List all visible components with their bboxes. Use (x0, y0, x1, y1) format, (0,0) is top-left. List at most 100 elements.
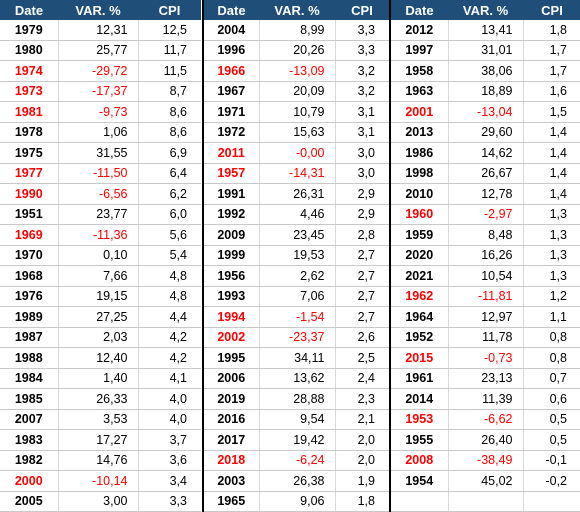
cell-cpi: 1,6 (522, 81, 580, 102)
cell-var: 10,54 (447, 265, 523, 287)
cell-date: 1990 (0, 183, 58, 205)
cell-date: 1957 (203, 163, 259, 184)
header-row: Date VAR. % CPI (203, 0, 389, 20)
cell-var: 12,97 (447, 306, 523, 328)
table-row: 1975 31,55 6,9 (0, 142, 201, 164)
table-row: 1996 20,26 3,3 (203, 40, 389, 61)
cell-var: -11,36 (57, 224, 138, 246)
table-row: 2018 -6,24 2,0 (203, 450, 389, 471)
cell-cpi: 2,9 (334, 204, 389, 225)
cell-var: 0,10 (57, 245, 138, 266)
cell-date: 2008 (390, 450, 448, 471)
cell-cpi: 3,1 (334, 122, 389, 143)
table-row: 1956 2,62 2,7 (203, 265, 389, 287)
cell-date: 2017 (203, 429, 259, 451)
cell-cpi: 2,0 (334, 429, 389, 451)
cell-var: 12,31 (57, 20, 138, 41)
cell-date: 1979 (0, 20, 58, 41)
cell-cpi: 2,3 (334, 388, 389, 410)
cell-cpi: 3,0 (334, 142, 389, 164)
table-row: 2003 26,38 1,9 (203, 470, 389, 492)
cell-cpi: 1,3 (522, 224, 580, 246)
header-date: Date (203, 0, 259, 20)
table-row: 1979 12,31 12,5 (0, 20, 201, 41)
cell-cpi: 2,7 (334, 265, 389, 287)
cell-var: -38,49 (447, 450, 523, 471)
cell-var: 3,00 (57, 491, 138, 512)
cell-date: 2018 (203, 450, 259, 471)
cell-date: 1953 (390, 409, 448, 430)
cell-date: 1977 (0, 163, 58, 184)
cell-var (447, 491, 523, 512)
cell-cpi: 0,5 (522, 409, 580, 430)
cell-date: 2021 (390, 265, 448, 287)
cell-var: -11,50 (57, 163, 138, 184)
cell-cpi: 1,8 (334, 491, 389, 512)
cell-var: -6,24 (258, 450, 335, 471)
cell-var: 7,06 (258, 286, 335, 307)
cell-var: 13,62 (258, 368, 335, 389)
cell-date: 1965 (203, 491, 259, 512)
cell-var: 34,11 (258, 347, 335, 369)
cell-cpi: 2,7 (334, 286, 389, 307)
cell-var: 19,15 (57, 286, 138, 307)
cell-date: 1968 (0, 265, 58, 287)
table-row: 2019 28,88 2,3 (203, 388, 389, 410)
table-row: 1989 27,25 4,4 (0, 306, 201, 328)
cell-cpi: 2,7 (334, 306, 389, 328)
cell-date: 1952 (390, 327, 448, 348)
cell-date: 1985 (0, 388, 58, 410)
cell-date: 2015 (390, 347, 448, 369)
table-row: 1978 1,06 8,6 (0, 122, 201, 143)
cell-date: 1988 (0, 347, 58, 369)
cell-date: 1973 (0, 81, 58, 102)
cell-date: 1995 (203, 347, 259, 369)
table-row: 1973 -17,37 8,7 (0, 81, 201, 102)
table-row: 2005 3,00 3,3 (0, 491, 201, 512)
cell-date: 1999 (203, 245, 259, 266)
cell-var: 10,79 (258, 101, 335, 123)
cell-date: 1994 (203, 306, 259, 328)
table-row: 1972 15,63 3,1 (203, 122, 389, 143)
cell-cpi: 4,2 (137, 347, 201, 369)
cell-date: 1964 (390, 306, 448, 328)
cell-var: 14,62 (447, 142, 523, 164)
table-row: 2012 13,41 1,8 (390, 20, 580, 41)
cell-cpi: 0,5 (522, 429, 580, 451)
cell-date: 2004 (203, 20, 259, 41)
cell-var: 8,48 (447, 224, 523, 246)
cell-date: 1975 (0, 142, 58, 164)
cell-var: -9,73 (57, 101, 138, 123)
table-row: 1966 -13,09 3,2 (203, 60, 389, 82)
table-row: 2001 -13,04 1,5 (390, 101, 580, 123)
cell-var: -10,14 (57, 470, 138, 492)
cell-var: 45,02 (447, 470, 523, 492)
cell-cpi: 3,4 (137, 470, 201, 492)
cell-date: 1963 (390, 81, 448, 102)
header-var: VAR. % (259, 0, 335, 20)
cell-cpi: 6,9 (137, 142, 201, 164)
table-row: 1995 34,11 2,5 (203, 347, 389, 369)
header-date: Date (0, 0, 58, 20)
table-row: 1999 19,53 2,7 (203, 245, 389, 266)
table-row: 2004 8,99 3,3 (203, 20, 389, 41)
table-row (390, 491, 580, 512)
table-row: 2015 -0,73 0,8 (390, 347, 580, 369)
data-table-2: Date VAR. % CPI 2004 8,99 3,3 1996 20,26 3,3 1… (202, 0, 389, 512)
cell-date: 1981 (0, 101, 58, 123)
cell-var: 25,77 (57, 40, 138, 61)
table-row: 1997 31,01 1,7 (390, 40, 580, 61)
cell-cpi: 1,8 (522, 20, 580, 41)
cell-var: -14,31 (258, 163, 335, 184)
cell-var: 23,13 (447, 368, 523, 389)
table-row: 2007 3,53 4,0 (0, 409, 201, 430)
cell-cpi: 4,4 (137, 306, 201, 328)
table-row: 1990 -6,56 6,2 (0, 183, 201, 205)
cell-date: 1959 (390, 224, 448, 246)
cell-date: 2011 (203, 142, 259, 164)
cell-var: 23,45 (258, 224, 335, 246)
cell-cpi: 6,4 (137, 163, 201, 184)
cell-date: 1969 (0, 224, 58, 246)
cell-var: 1,40 (57, 368, 138, 389)
cell-cpi: 1,1 (522, 306, 580, 328)
